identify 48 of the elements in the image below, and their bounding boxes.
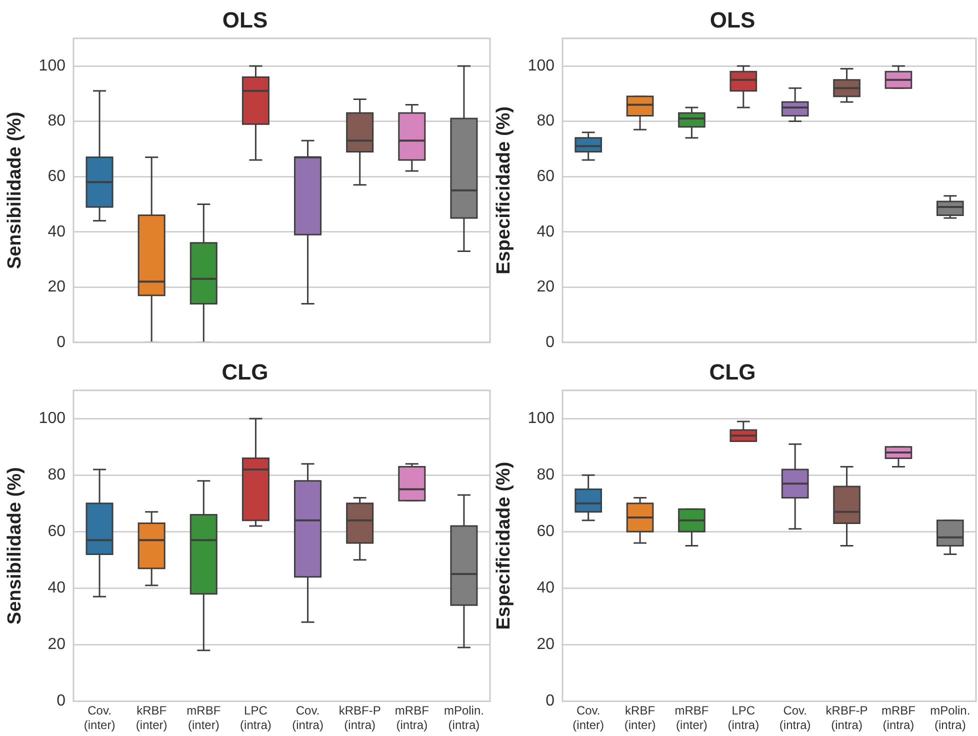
y-tick-label: 40: [48, 580, 66, 597]
y-tick-label: 80: [536, 466, 555, 484]
y-tick-label: 0: [56, 334, 66, 351]
y-tick-label: 60: [48, 523, 66, 540]
y-tick-label: 40: [48, 223, 66, 240]
y-tick-label: 100: [528, 410, 555, 428]
y-tick-label: 20: [48, 278, 66, 296]
y-tick-label: 40: [536, 580, 555, 597]
x-tick-label: kRBF-P (intra): [826, 704, 868, 732]
y-tick-label: 60: [536, 168, 555, 185]
x-tick-label: LPC (intra): [240, 704, 272, 732]
y-tick-label: 80: [48, 112, 66, 130]
x-tick-label: mRBF (inter): [674, 704, 709, 732]
x-tick-label: mRBF (intra): [394, 704, 429, 732]
y-tick-label: 0: [56, 692, 66, 710]
x-tick-label: kRBF (inter): [136, 704, 168, 732]
chart-title: CLG: [222, 359, 268, 384]
y-axis-title: Especificidade (%): [494, 106, 515, 274]
x-tick-label: Cov. (inter): [84, 704, 116, 732]
chart-title: OLS: [222, 7, 268, 32]
y-tick-label: 80: [48, 466, 66, 484]
y-tick-label: 0: [546, 334, 555, 351]
y-tick-label: 80: [536, 112, 555, 130]
y-tick-label: 20: [536, 278, 555, 296]
y-axis-title: Sensibilidade (%): [4, 467, 26, 624]
x-tick-label: Cov. (inter): [572, 704, 604, 732]
y-tick-label: 0: [546, 692, 555, 710]
chart-title: OLS: [710, 7, 756, 32]
y-tick-label: 20: [536, 636, 555, 654]
x-tick-label: mPolin. (intra): [444, 704, 484, 732]
x-tick-label: kRBF-P (intra): [338, 704, 381, 732]
x-tick-label: kRBF (inter): [624, 704, 656, 732]
y-tick-label: 20: [48, 636, 66, 654]
y-tick-label: 40: [536, 223, 555, 240]
y-axis-title: Especificidade (%): [494, 462, 515, 630]
x-tick-label: Cov. (intra): [292, 704, 324, 732]
chart-title: CLG: [709, 359, 756, 384]
y-tick-label: 60: [536, 523, 555, 540]
x-tick-label: mPolin. (intra): [930, 704, 970, 732]
x-tick-label: mRBF (intra): [881, 704, 916, 732]
x-tick-label: mRBF (inter): [186, 704, 221, 732]
y-axis-title: Sensibilidade (%): [4, 112, 26, 270]
x-tick-label: Cov. (intra): [779, 704, 811, 732]
y-tick-label: 100: [38, 410, 66, 428]
x-tick-label: LPC (intra): [728, 704, 760, 732]
y-tick-label: 100: [528, 57, 555, 74]
y-tick-label: 60: [48, 168, 66, 185]
y-tick-label: 100: [38, 57, 66, 74]
